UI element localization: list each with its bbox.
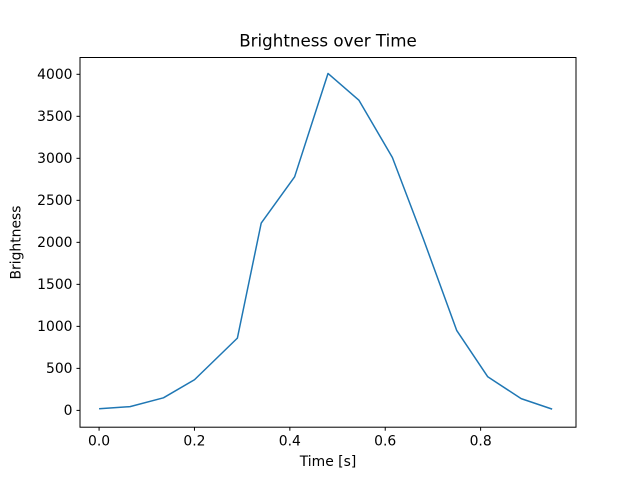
y-tick-label: 3000 bbox=[37, 151, 72, 167]
x-tick-label: 0.8 bbox=[470, 434, 492, 450]
y-tick-label: 500 bbox=[46, 361, 73, 377]
y-tick-label: 1500 bbox=[37, 277, 72, 293]
data-line bbox=[99, 72, 553, 410]
x-axis-label: Time [s] bbox=[299, 454, 357, 470]
y-axis-label: Brightness bbox=[9, 206, 25, 280]
x-tick-label: 0.0 bbox=[88, 434, 110, 450]
plot-border bbox=[79, 57, 577, 428]
y-tick-label: 1000 bbox=[37, 319, 72, 335]
y-axis: 0 500 1000 1500 2000 2500 3000 3500 4000 bbox=[37, 67, 80, 419]
y-tick-label: 2500 bbox=[37, 193, 72, 209]
y-tick-label: 3500 bbox=[37, 109, 72, 125]
x-tick-label: 0.6 bbox=[374, 434, 396, 450]
chart-title: Brightness over Time bbox=[239, 31, 417, 51]
x-tick-label: 0.4 bbox=[279, 434, 301, 450]
y-tick-label: 2000 bbox=[37, 235, 72, 251]
data-series bbox=[99, 72, 553, 410]
y-tick-label: 0 bbox=[64, 403, 73, 419]
x-axis: 0.0 0.2 0.4 0.6 0.8 bbox=[88, 427, 492, 450]
plot-spines bbox=[79, 57, 577, 428]
y-tick-label: 4000 bbox=[37, 67, 72, 83]
x-tick-label: 0.2 bbox=[183, 434, 205, 450]
